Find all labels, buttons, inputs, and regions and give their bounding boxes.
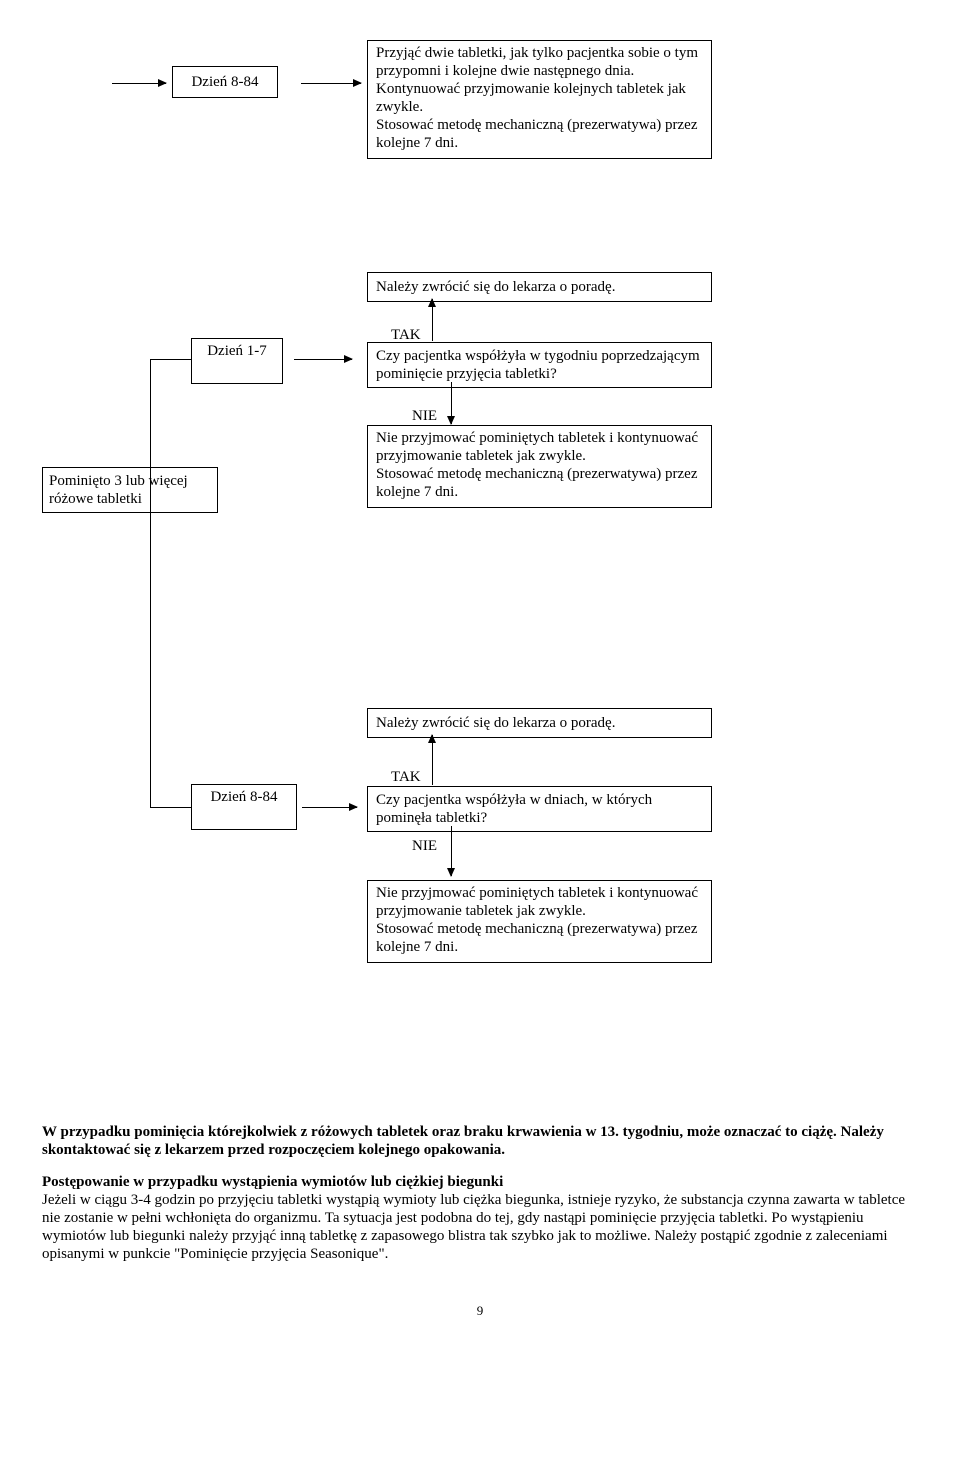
text-result2: Nie przyjmować pominiętych tabletek i ko… [376, 885, 698, 955]
p2-heading: Postępowanie w przypadku wystąpienia wym… [42, 1174, 503, 1190]
branch-vertical [150, 359, 151, 807]
arrow-tak-2 [432, 735, 433, 785]
box-missed3: Pominięto 3 lub więcej różowe tabletki [42, 467, 218, 513]
box-instr1: Przyjąć dwie tabletki, jak tylko pacjent… [367, 40, 712, 159]
branch-to-day1-7 [150, 359, 191, 360]
flowchart-canvas: Dzień 8-84 Przyjąć dwie tabletki, jak ty… [42, 40, 918, 1105]
text-advice2: Należy zwrócić się do lekarza o poradę. [376, 715, 615, 731]
arrow-nie-1 [451, 382, 452, 424]
paragraph-2: Postępowanie w przypadku wystąpienia wym… [42, 1173, 918, 1263]
paragraph-1: W przypadku pominięcia którejkolwiek z r… [42, 1123, 918, 1159]
text-advice1: Należy zwrócić się do lekarza o poradę. [376, 279, 615, 295]
box-day1-7: Dzień 1-7 [191, 338, 283, 384]
box-advice1: Należy zwrócić się do lekarza o poradę. [367, 272, 712, 302]
branch-to-day8-84 [150, 807, 191, 808]
text-question1: Czy pacjentka współżyła w tygodniu poprz… [376, 348, 700, 382]
box-result1: Nie przyjmować pominiętych tabletek i ko… [367, 425, 712, 508]
text-question2: Czy pacjentka współżyła w dniach, w któr… [376, 792, 652, 826]
body-text: W przypadku pominięcia którejkolwiek z r… [42, 1123, 918, 1263]
arrow-tak-1 [432, 299, 433, 341]
label-day8-84-bottom: Dzień 8-84 [210, 789, 277, 805]
box-question1: Czy pacjentka współżyła w tygodniu poprz… [367, 342, 712, 388]
text-result1: Nie przyjmować pominiętych tabletek i ko… [376, 430, 698, 500]
page-number: 9 [42, 1303, 918, 1319]
label-nie-2: NIE [412, 837, 437, 855]
label-day8-84-top: Dzień 8-84 [191, 74, 258, 90]
label-nie-1: NIE [412, 407, 437, 425]
arrow-to-instr1 [301, 83, 361, 84]
text-instr1: Przyjąć dwie tabletki, jak tylko pacjent… [376, 45, 698, 151]
p2-body: Jeżeli w ciągu 3-4 godzin po przyjęciu t… [42, 1192, 905, 1262]
arrow-nie-2 [451, 826, 452, 876]
box-day8-84-bottom: Dzień 8-84 [191, 784, 297, 830]
arrow-to-question2 [302, 807, 357, 808]
arrow-to-question1 [294, 359, 352, 360]
text-missed3: Pominięto 3 lub więcej różowe tabletki [49, 473, 188, 507]
box-day8-84-top: Dzień 8-84 [172, 66, 278, 98]
box-question2: Czy pacjentka współżyła w dniach, w któr… [367, 786, 712, 832]
arrow-into-day8-84 [112, 83, 166, 84]
box-result2: Nie przyjmować pominiętych tabletek i ko… [367, 880, 712, 963]
box-advice2: Należy zwrócić się do lekarza o poradę. [367, 708, 712, 738]
label-tak-2: TAK [391, 768, 421, 786]
label-day1-7: Dzień 1-7 [207, 343, 267, 359]
